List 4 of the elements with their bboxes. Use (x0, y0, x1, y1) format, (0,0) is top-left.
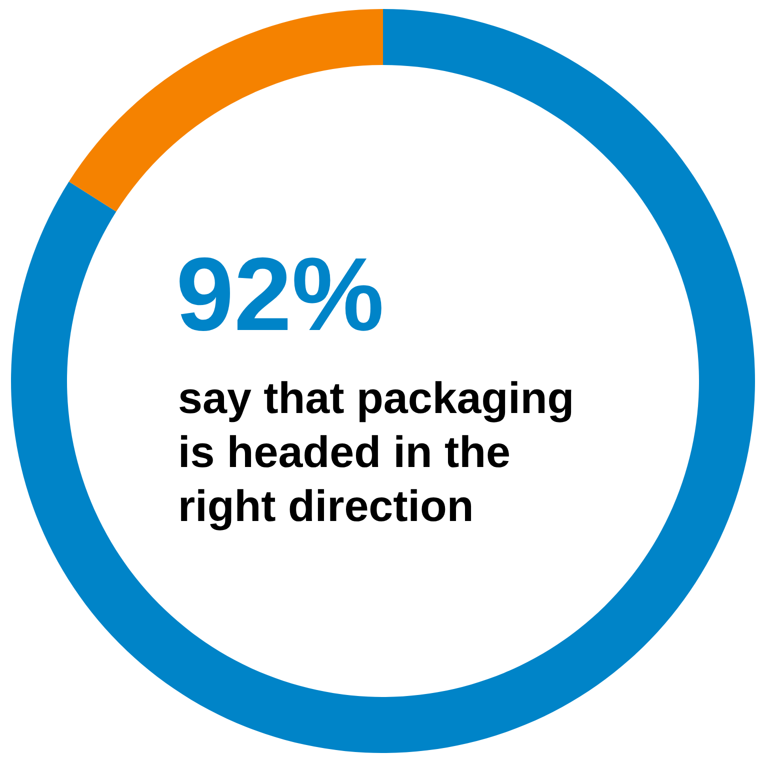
donut-slice (11, 9, 755, 752)
donut-slice (68, 9, 383, 212)
text: say that packaging is headed in the right direction (178, 373, 576, 533)
text: 92% (176, 237, 384, 353)
